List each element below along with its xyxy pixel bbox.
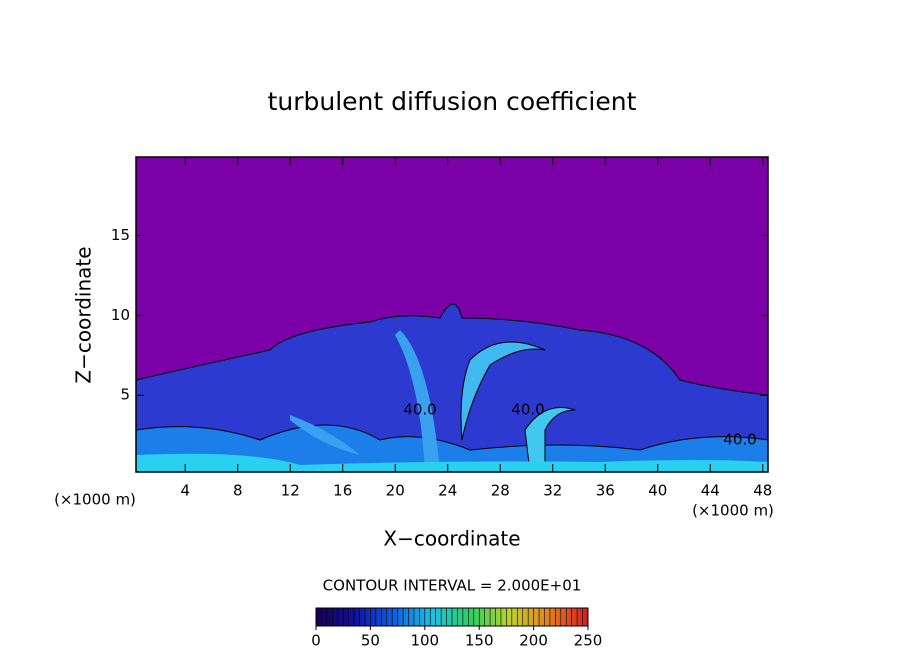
field-region bbox=[395, 330, 440, 472]
field bbox=[136, 303, 768, 472]
colorbar-tick-label: 50 bbox=[361, 632, 380, 650]
contour-label: 40.0 bbox=[511, 401, 544, 419]
plot-frame bbox=[135, 156, 769, 473]
field-region bbox=[290, 415, 360, 455]
field-region bbox=[136, 424, 768, 472]
field-region bbox=[524, 407, 576, 472]
y-tick-label: 15 bbox=[111, 226, 130, 244]
colorbar-tick-label: 200 bbox=[519, 632, 548, 650]
x-tick-label: 4 bbox=[180, 482, 190, 500]
contour-label: 40.0 bbox=[723, 431, 756, 449]
x-tick-label: 24 bbox=[438, 482, 457, 500]
y-axis-label: Z−coordinate bbox=[72, 246, 96, 383]
x-tick-label: 36 bbox=[596, 482, 615, 500]
x-tick-label: 44 bbox=[701, 482, 720, 500]
x-tick-label: 8 bbox=[233, 482, 243, 500]
x-tick-label: 48 bbox=[753, 482, 772, 500]
x-axis-label: X−coordinate bbox=[383, 527, 520, 551]
x-tick-label: 32 bbox=[543, 482, 562, 500]
field-region bbox=[460, 341, 546, 441]
colorbar-tick-label: 0 bbox=[311, 632, 321, 650]
x-tick-label: 20 bbox=[386, 482, 405, 500]
x-tick-label: 40 bbox=[648, 482, 667, 500]
chart-title: turbulent diffusion coefficient bbox=[268, 87, 637, 116]
x-tick-label: 28 bbox=[491, 482, 510, 500]
colorbar-tick-label: 100 bbox=[410, 632, 439, 650]
contour-interval: CONTOUR INTERVAL = 2.000E+01 bbox=[323, 577, 582, 595]
unit-label: (×1000 m) bbox=[54, 491, 136, 509]
field-region bbox=[136, 453, 768, 472]
x-tick-label: 12 bbox=[281, 482, 300, 500]
y-tick-label: 5 bbox=[120, 386, 130, 404]
x-tick-label: 16 bbox=[333, 482, 352, 500]
y-tick-label: 10 bbox=[111, 306, 130, 324]
colorbar-tick-label: 150 bbox=[465, 632, 494, 650]
unit-label: (×1000 m) bbox=[692, 502, 774, 520]
colorbar-tick-label: 250 bbox=[574, 632, 603, 650]
contour-label: 40.0 bbox=[403, 401, 436, 419]
